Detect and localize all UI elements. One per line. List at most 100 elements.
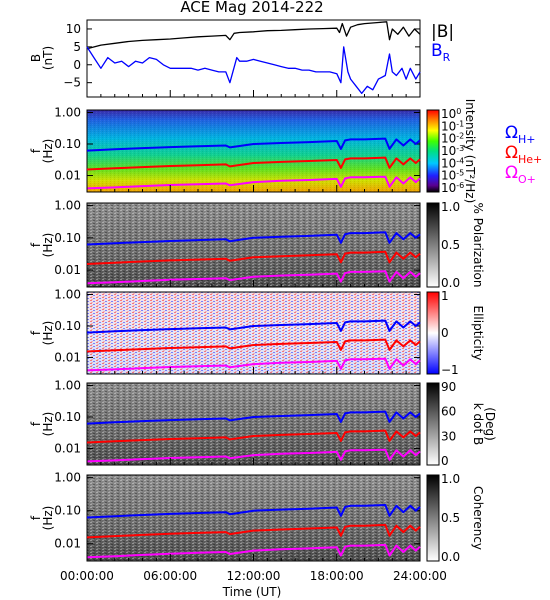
- ellipticity-ylabel-top: f: [29, 330, 43, 335]
- ellipticity-ytick-label: 1.00: [54, 287, 81, 301]
- b-panel-series: [86, 21, 421, 95]
- kdotb-colorbar-label: k dot B: [471, 403, 485, 445]
- ellipticity-colorbar-tick: −1: [441, 363, 459, 377]
- polarization-ytick-label: 0.10: [54, 231, 81, 245]
- gyro-legend-hplus: ΩH+: [505, 123, 536, 146]
- polarization-colorbar-tick: 1.0: [441, 200, 460, 214]
- kdotb-colorbar-tick: 30: [441, 429, 456, 443]
- panel-kdotb: 1.00 0.10 0.01 f(Hz) 90 60 30 0 k dot B(Deg): [29, 378, 497, 468]
- ellipticity-texture: [87, 292, 420, 374]
- polarization-gyro-hplus: [86, 231, 421, 246]
- time-tick-label: 06:00:00: [143, 569, 197, 583]
- intensity-gyro-oplus: [86, 175, 421, 190]
- b-panel: 10 5 0 −5 B (nT) |B| BR: [29, 19, 454, 98]
- b-ylabel-bottom: (nT): [41, 46, 55, 70]
- kdotb-gyro-oplus: [86, 448, 421, 463]
- intensity-colorbar: [426, 109, 440, 193]
- time-tick-label: 12:00:00: [227, 569, 281, 583]
- coherency-gyro-hplus: [86, 504, 421, 519]
- intensity-colorbar-label: Intensity (nT²/Hz): [463, 99, 477, 204]
- spectra-panels: 1.000.100.01f(Hz)10010-110-210-310-410-5…: [29, 99, 497, 564]
- panel-ellipticity: 1.00 0.10 0.01 f(Hz) 1 0 −1 Ellipticity: [29, 287, 485, 377]
- kdotb-ylabel-bottom: (Hz): [41, 412, 55, 437]
- intensity-colorbar-tick: 10-2: [441, 132, 464, 146]
- polarization-gyro-oplus: [86, 270, 421, 285]
- kdotb-gyro-hplus: [86, 410, 421, 425]
- panel-intensity: 1.00 0.10 0.01 f(Hz) 10010-110-210-310-410-5…: [29, 99, 477, 204]
- gyro-legend: ΩH+ΩHe+ΩO+: [505, 123, 542, 186]
- intensity-ytick-label: 0.10: [54, 137, 81, 151]
- polarization-ytick-label: 1.00: [54, 199, 81, 213]
- polarization-texture: [87, 203, 420, 287]
- intensity-gyro-hplus: [86, 137, 421, 152]
- ellipticity-gyro-hplus: [86, 319, 421, 334]
- ellipticity-colorbar: [426, 291, 440, 375]
- polarization-colorbar-label: % Polarization: [471, 203, 485, 288]
- intensity-colorbar-tick: 10-6: [441, 181, 464, 195]
- intensity-colorbar-tick: 10-1: [441, 119, 464, 133]
- b-ylabel-top: B: [29, 54, 43, 62]
- panel-coherency: 1.00 0.10 0.01 f(Hz) 1.0 0.5 0.0 Coherency: [29, 471, 485, 564]
- polarization-colorbar-tick: 0.5: [441, 238, 460, 252]
- kdotb-colorbar-tick: 60: [441, 405, 456, 419]
- kdotb-ylabel-top: f: [29, 421, 43, 426]
- ellipticity-ylabel-bottom: (Hz): [41, 321, 55, 346]
- polarization-gyro-heplus: [86, 250, 421, 265]
- coherency-colorbar-tick: 0.0: [441, 550, 460, 564]
- b-ytick-label: 5: [73, 40, 81, 54]
- gyro-legend-heplus: ΩHe+: [505, 143, 542, 166]
- time-axis-label: Time (UT): [222, 585, 282, 599]
- gyro-legend-oplus: ΩO+: [505, 163, 536, 186]
- coherency-texture: [87, 475, 420, 561]
- ellipticity-gyro-oplus: [86, 357, 421, 372]
- kdotb-colorbar-label: (Deg): [483, 407, 497, 441]
- b-ytick-label: −5: [63, 76, 81, 90]
- coherency-gyro-oplus: [86, 543, 421, 559]
- intensity-gyro-heplus: [86, 156, 421, 171]
- coherency-colorbar-tick: 0.5: [441, 511, 460, 525]
- ellipticity-gyro-heplus: [86, 338, 421, 353]
- ellipticity-colorbar-label: Ellipticity: [471, 306, 485, 361]
- intensity-texture: [87, 110, 420, 192]
- b-panel-yticks: 10 5 0 −5: [63, 22, 420, 90]
- chart-title: ACE Mag 2014-222: [180, 0, 323, 16]
- intensity-colorbar-tick: 10-3: [441, 144, 464, 158]
- coherency-ylabel-bottom: (Hz): [41, 506, 55, 531]
- polarization-colorbar: [426, 202, 440, 288]
- intensity-ytick-label: 0.01: [54, 169, 81, 183]
- kdotb-gyro-heplus: [86, 429, 421, 444]
- coherency-ylabel-top: f: [29, 515, 43, 520]
- legend-abs-b: |B|: [431, 22, 454, 42]
- polarization-colorbar-tick: 0.0: [441, 276, 460, 290]
- ellipticity-ytick-label: 0.10: [54, 319, 81, 333]
- kdotb-colorbar: [426, 382, 440, 466]
- coherency-ytick-label: 0.10: [54, 504, 81, 518]
- kdotb-colorbar-tick: 0: [441, 454, 449, 468]
- coherency-gyro-heplus: [86, 523, 421, 539]
- b-magnitude-line: [86, 21, 421, 50]
- time-tick-label: 24:00:00: [393, 569, 447, 583]
- time-tick-label: 18:00:00: [310, 569, 364, 583]
- ellipticity-ytick-label: 0.01: [54, 351, 81, 365]
- intensity-ylabel-top: f: [29, 148, 43, 153]
- polarization-ylabel-bottom: (Hz): [41, 233, 55, 258]
- coherency-colorbar-tick: 1.0: [441, 472, 460, 486]
- b-ytick-label: 10: [66, 22, 81, 36]
- coherency-ytick-label: 0.01: [54, 537, 81, 551]
- time-tick-label: 00:00:00: [60, 569, 114, 583]
- polarization-ylabel-top: f: [29, 242, 43, 247]
- legend-br: BR: [431, 41, 451, 64]
- br-line: [86, 46, 421, 95]
- ellipticity-colorbar-tick: 1: [441, 289, 449, 303]
- polarization-ytick-label: 0.01: [54, 263, 81, 277]
- intensity-ytick-label: 1.00: [54, 105, 81, 119]
- ellipticity-colorbar-tick: 0: [441, 326, 449, 340]
- kdotb-ytick-label: 1.00: [54, 378, 81, 392]
- coherency-ytick-label: 1.00: [54, 471, 81, 485]
- coherency-colorbar-label: Coherency: [471, 486, 485, 550]
- kdotb-ytick-label: 0.01: [54, 442, 81, 456]
- intensity-colorbar-tick: 10-4: [441, 156, 464, 170]
- panel-polarization: 1.00 0.10 0.01 f(Hz) 1.0 0.5 0.0 % Polarization: [29, 199, 485, 290]
- intensity-colorbar-tick: 10-5: [441, 169, 464, 183]
